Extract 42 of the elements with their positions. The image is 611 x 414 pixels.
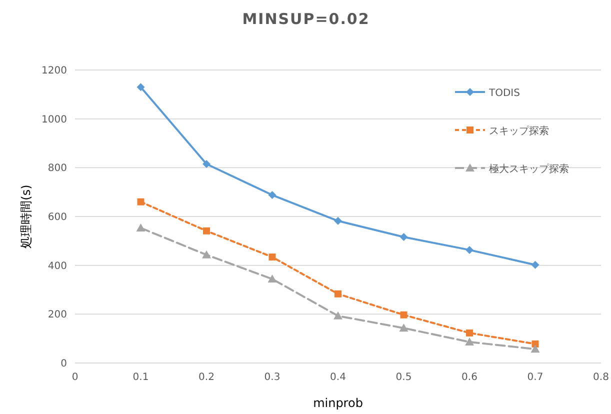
x-tick-label: 0.5 [396, 372, 412, 383]
x-tick-label: 0.2 [198, 372, 214, 383]
x-tick-label: 0.4 [330, 372, 346, 383]
legend-label: スキップ探索 [489, 125, 549, 137]
y-tick-label: 800 [48, 163, 67, 174]
point [531, 260, 540, 269]
point [334, 311, 342, 320]
x-axis-title: minprob [313, 396, 363, 410]
x-tick-label: 0.1 [132, 372, 149, 383]
point [334, 290, 342, 298]
y-tick-label: 400 [48, 260, 67, 272]
y-tick-label: 600 [48, 212, 67, 223]
point [399, 324, 408, 332]
x-tick-label: 0.6 [462, 372, 478, 383]
x-tick-label: 0.3 [264, 372, 280, 383]
legend-label: 極大スキップ探索 [489, 163, 569, 175]
y-tick-label: 0 [60, 358, 67, 370]
point [136, 223, 146, 232]
x-tick-label: 0.7 [527, 372, 544, 383]
point [268, 254, 276, 261]
point [202, 160, 210, 168]
point [202, 250, 211, 258]
point [530, 344, 540, 353]
y-axis-title: 処理時間(s) [19, 184, 33, 248]
point [136, 83, 145, 92]
legend-label: TODIS [488, 88, 520, 99]
point [268, 274, 277, 283]
point [203, 227, 210, 234]
point [268, 191, 276, 200]
point [400, 311, 408, 318]
point [466, 329, 473, 336]
point [400, 233, 408, 242]
y-tick-label: 1200 [42, 66, 67, 76]
y-tick-label: 200 [48, 310, 67, 321]
point [465, 338, 474, 346]
x-tick-label: 0.8 [593, 372, 609, 383]
point [466, 246, 474, 254]
point [137, 198, 144, 206]
y-tick-label: 1000 [42, 114, 67, 126]
x-tick-label: 0 [72, 372, 78, 383]
point [334, 216, 342, 225]
chart-title: MINSUP=0.02 [242, 10, 370, 28]
